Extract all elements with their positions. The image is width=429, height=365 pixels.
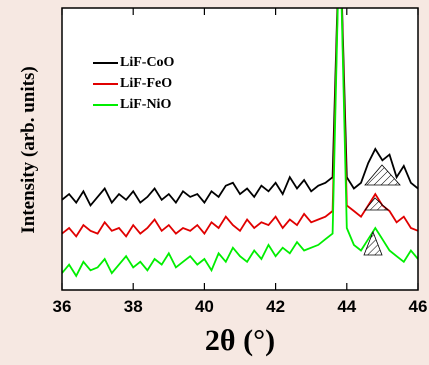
hatch-marker: [364, 197, 390, 211]
x-tick-label: 42: [266, 297, 285, 316]
hatch-marker: [363, 230, 383, 256]
plot-area: [62, 8, 418, 290]
plot-frame: [61, 7, 419, 291]
x-tick-label: 38: [124, 297, 143, 316]
series-line: [62, 8, 418, 278]
x-axis-label: 2θ (°): [205, 324, 275, 357]
x-tick-label: 44: [337, 297, 356, 316]
series-line: [62, 8, 418, 208]
y-axis-label: Intensity (arb. units): [18, 66, 39, 233]
x-tick-label: 36: [53, 297, 72, 316]
series-line: [62, 8, 418, 238]
legend-label: LiF-CoO: [120, 55, 175, 70]
x-tick-label: 46: [409, 297, 428, 316]
hatch-marker: [364, 164, 401, 186]
legend-label: LiF-NiO: [120, 97, 171, 112]
legend-label: LiF-FeO: [120, 76, 172, 91]
series-group: [62, 8, 418, 278]
x-tick-label: 40: [195, 297, 214, 316]
